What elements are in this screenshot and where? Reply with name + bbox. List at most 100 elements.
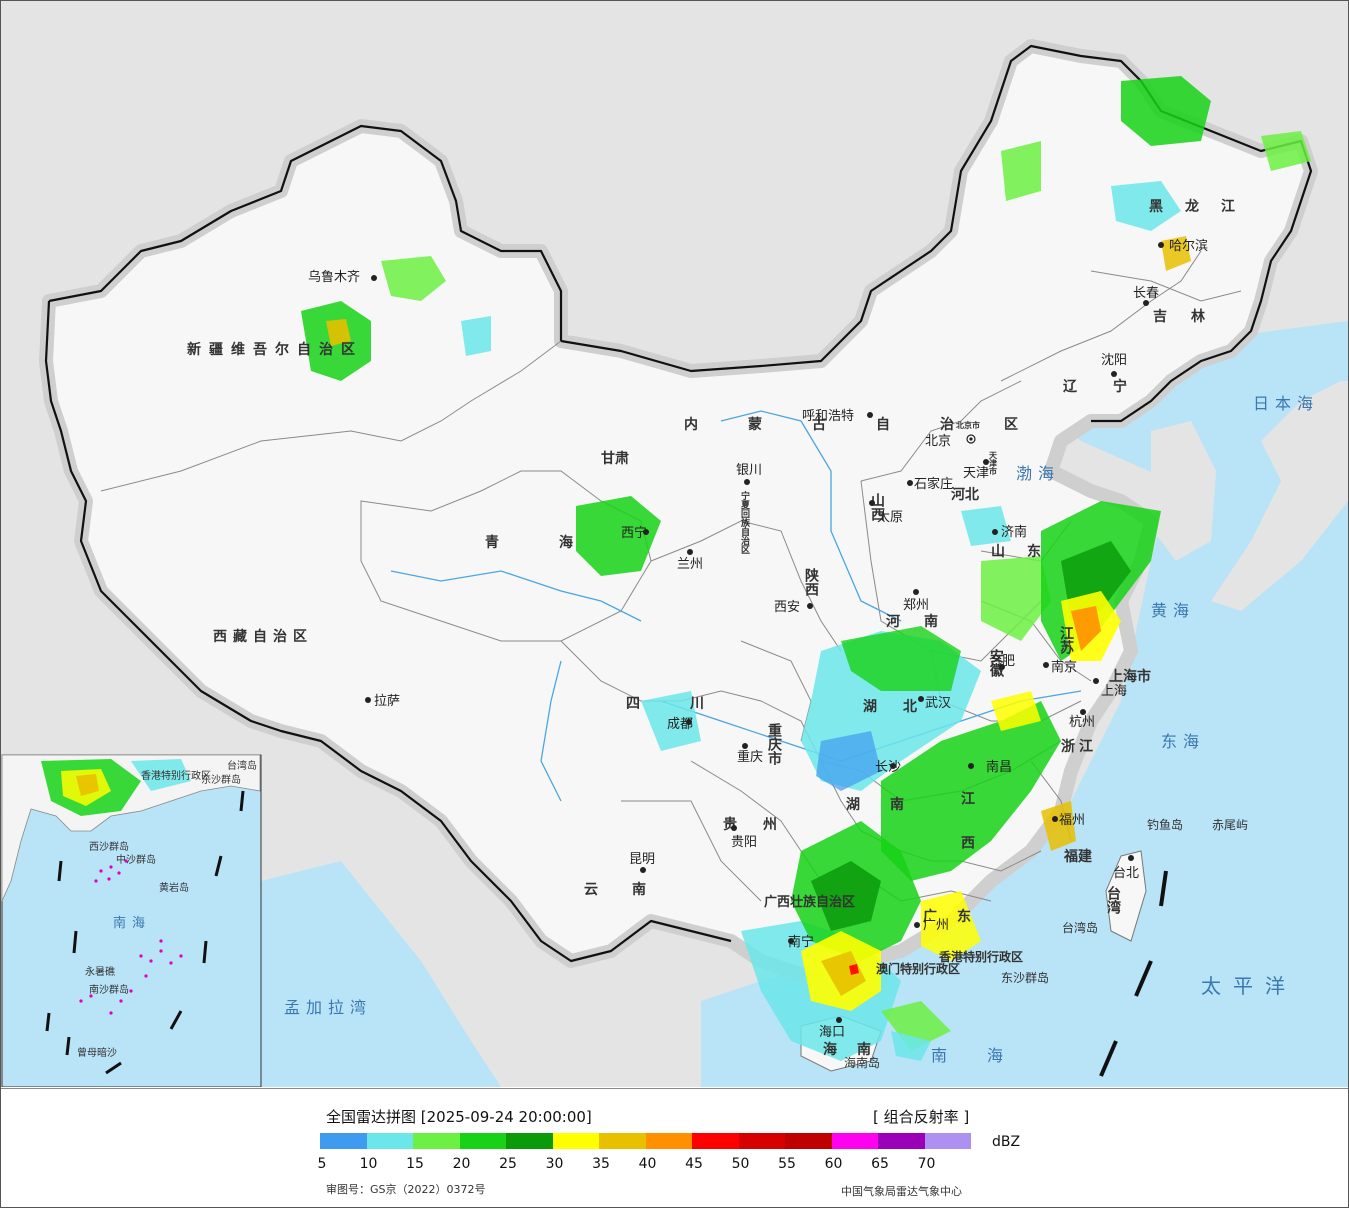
city-label-lhasa: 拉萨	[374, 694, 400, 709]
province-label-hongkong: 香港特别行政区	[938, 949, 1023, 964]
city-label-shanghai: 上海	[1101, 684, 1127, 699]
scale-tick-label: 50	[731, 1156, 750, 1172]
scale-swatch	[785, 1133, 832, 1149]
scale-tick-label: 55	[778, 1156, 796, 1172]
scale-tick-label: 30	[545, 1156, 564, 1172]
province-label-shaanxi: 陕西	[803, 567, 819, 597]
china-southwest-border	[44, 300, 732, 963]
province-label-macao: 澳门特别行政区	[876, 961, 960, 976]
korea-peninsula	[1146, 421, 1216, 561]
legend-title: 全国雷达拼图 [2025-09-24 20:00:00]	[326, 1108, 592, 1126]
scale-swatch	[599, 1133, 646, 1149]
scale-ticks: 5 10 15 20 25 30 35 40 45 50 55 60 65 70	[317, 1156, 980, 1174]
sea-label-japan: 日本海	[1253, 394, 1319, 413]
province-label-shandong: 山东	[991, 543, 1063, 560]
south-china-sea-inset: 台湾岛 香港特别行政区 东沙群岛 西沙群岛 中沙群岛 黄岩岛 南沙群岛 曾母暗沙…	[1, 754, 262, 1087]
province-label-guangxi: 广西壮族自治区	[764, 894, 855, 910]
province-label-hebei: 河北	[951, 486, 979, 503]
legend-product: [ 组合反射率 ]	[873, 1108, 970, 1126]
inset-label-zengmu: 曾母暗沙	[77, 1046, 117, 1059]
island-label-taiwan: 台湾岛	[1062, 920, 1098, 935]
inset-label-xisha: 西沙群岛	[89, 840, 129, 853]
province-label-qinghai: 青海	[485, 534, 633, 551]
city-label-xian: 西安	[774, 600, 800, 615]
city-label-urumqi: 乌鲁木齐	[308, 269, 360, 285]
sea-label-yellow: 黄海	[1151, 601, 1195, 620]
scale-tick-label: 70	[917, 1156, 936, 1172]
scale-tick-label: 65	[871, 1156, 889, 1172]
city-label-hangzhou: 杭州	[1069, 715, 1095, 730]
color-scale	[320, 1133, 971, 1149]
city-label-jinan: 济南	[1001, 524, 1027, 540]
scale-swatch	[692, 1133, 739, 1149]
japan	[1211, 381, 1348, 611]
city-label-kunming: 昆明	[629, 852, 655, 867]
scale-tick-label: 25	[499, 1156, 517, 1172]
scale-swatch	[924, 1133, 971, 1149]
province-label-ningxia: 宁夏回族自治区	[739, 490, 751, 554]
inset-label-south-sea: 南海	[113, 915, 151, 931]
inset-label-nansha: 南沙群岛	[89, 983, 129, 996]
scale-swatch	[366, 1133, 413, 1149]
scale-swatch	[831, 1133, 878, 1149]
city-label-fuzhou: 福州	[1059, 813, 1085, 828]
city-label-nanning: 南宁	[788, 934, 814, 950]
city-label-hohhot: 呼和浩特	[802, 409, 854, 424]
province-label-xinjiang: 新疆维吾尔自治区	[187, 341, 363, 358]
city-markers	[365, 242, 1164, 1023]
city-label-beijing: 北京	[925, 434, 951, 449]
sea-label-bohai: 渤海	[1016, 464, 1060, 483]
city-label-nanchang: 南昌	[986, 759, 1012, 775]
province-label-gansu: 甘肃	[601, 450, 629, 467]
province-label-chongqing: 重庆市	[766, 722, 782, 766]
bay-of-bengal	[261, 861, 501, 1087]
province-label-liaoning: 辽宁	[1063, 378, 1163, 395]
city-label-changchun: 长春	[1133, 286, 1159, 301]
province-label-fujian: 福建	[1063, 848, 1092, 865]
city-label-shijiazhuang: 石家庄	[914, 476, 953, 492]
radar-echoes	[301, 76, 1311, 1061]
city-label-guiyang: 贵阳	[731, 835, 757, 850]
island-label-diaoyu: 钓鱼岛	[1147, 817, 1183, 832]
city-label-taipei: 台北	[1113, 866, 1139, 881]
maritime-dashes	[1099, 870, 1168, 1077]
sea-label-east: 东海	[1161, 732, 1205, 751]
scale-swatch	[413, 1133, 460, 1149]
island-label-hainan: 海南岛	[844, 1055, 880, 1070]
province-label-henan: 河南	[886, 613, 962, 630]
island-label-chiwei: 赤尾屿	[1212, 818, 1248, 832]
scale-tick-label: 15	[406, 1156, 424, 1172]
city-label-hefei: 合肥	[989, 654, 1015, 669]
city-label-haikou: 海口	[819, 1025, 845, 1040]
sea-label-south: 南海	[931, 1046, 1043, 1065]
review-number: 审图号：GS京（2022）0372号	[326, 1183, 486, 1196]
credit: 中国气象局雷达气象中心	[841, 1185, 962, 1198]
scale-swatch	[738, 1133, 785, 1149]
province-label-yunnan: 云南	[584, 881, 680, 898]
taiwan-island	[1105, 850, 1147, 942]
scale-swatch	[459, 1133, 506, 1149]
scale-tick-label: 35	[592, 1156, 610, 1172]
city-label-taiyuan: 太原	[877, 510, 903, 525]
city-label-chongqing: 重庆	[737, 749, 763, 765]
province-label-anhui: 安徽	[988, 648, 1005, 678]
sea-label-bengal: 孟加拉湾	[284, 998, 372, 1017]
province-label-taiwan: 台湾	[1105, 885, 1121, 915]
china-border	[48, 44, 1313, 423]
city-label-harbin: 哈尔滨	[1169, 238, 1208, 254]
province-label-heilongjiang: 黑龙江	[1149, 198, 1257, 215]
province-label-hainan: 海南	[823, 1041, 891, 1058]
scale-tick-label: 5	[317, 1156, 327, 1172]
scale-swatch	[552, 1133, 599, 1149]
inset-label-dongsha: 东沙群岛	[201, 773, 241, 786]
scale-swatch	[878, 1133, 925, 1149]
city-label-chengdu: 成都	[667, 717, 693, 732]
scale-swatch	[320, 1133, 367, 1149]
scale-tick-label: 20	[452, 1156, 471, 1172]
city-label-changsha: 长沙	[875, 760, 901, 775]
sea-label-pacific: 太平洋	[1201, 974, 1297, 998]
city-label-wuhan: 武汉	[925, 696, 951, 711]
province-label-jiangxi: 江西	[959, 790, 975, 879]
province-label-hubei: 湖北	[863, 699, 943, 715]
